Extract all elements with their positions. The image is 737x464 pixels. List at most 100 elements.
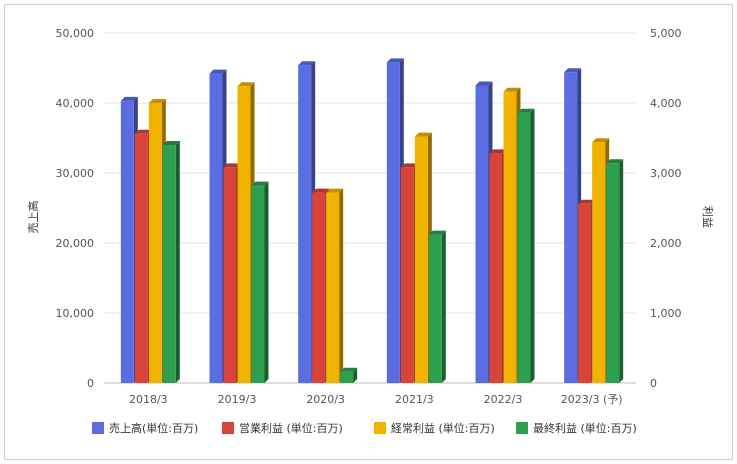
bar-top [120,96,138,101]
legend-item: 売上高(単位:百万) [92,421,198,435]
bar-top [517,108,535,113]
bar-top [312,188,330,193]
bar-top [414,132,432,137]
bar-front [414,136,428,383]
bar-top [428,230,446,235]
x-axis-ticks: 2018/3 2019/3 2020/3 2021/3 2022/3 2023/3 (予) [129,393,623,406]
bar-top [223,163,241,168]
bar-side [339,188,344,383]
bar-side [530,108,535,384]
legend: 売上高(単位:百万) 営業利益 (単位:百万) 経常利益 (単位:百万) 最終利益 (… [92,421,637,435]
bar-front [489,153,503,383]
legend-label: 営業利益 (単位:百万) [239,421,343,435]
y-tick-label: 10,000 [56,307,95,320]
y2-tick-label: 5,000 [650,27,682,40]
y2-tick-label: 0 [650,377,657,390]
x-tick-label: 2022/3 [484,393,523,406]
bar-front [162,145,176,383]
bar-top [251,181,269,186]
y2-tick-label: 1,000 [650,307,682,320]
bar-front [312,192,326,383]
legend-label: 経常利益 (単位:百万) [391,421,495,435]
y2-tick-label: 3,000 [650,167,682,180]
x-tick-label: 2021/3 [395,393,434,406]
y-tick-label: 20,000 [56,237,95,250]
bar-top [475,81,493,86]
x-tick-label: 2020/3 [306,393,345,406]
bar-top [298,61,316,66]
bar-top [564,68,582,73]
bar-side [353,367,358,383]
x-tick-label: 2019/3 [218,393,257,406]
bar-front [237,86,251,383]
x-tick-label: 2023/3 (予) [561,393,623,406]
bar-front [251,185,265,383]
bar-front [134,133,148,383]
bar [517,108,535,384]
legend-swatch [516,422,528,434]
y-axis-title: 売上高 [26,201,40,234]
bar-front [298,65,312,383]
bar-front [475,85,489,383]
bar-top [148,99,166,103]
bar [162,141,180,383]
bar-front [400,167,414,383]
legend-swatch [92,422,104,434]
y-tick-label: 50,000 [56,27,95,40]
legend-swatch [222,422,234,434]
bar-side [264,181,269,383]
y2-axis-title: 利益 [701,206,715,228]
bar-front [592,142,606,383]
bar-top [340,367,358,372]
bar-front [564,72,578,383]
bar-top [489,149,507,154]
bar-top [162,141,180,145]
legend-item: 最終利益 (単位:百万) [516,421,637,435]
bar-front [223,167,237,383]
bar [326,188,344,383]
bar-top [592,138,610,143]
bar [251,181,269,383]
bar-front [428,234,442,383]
legend-item: 経常利益 (単位:百万) [374,421,495,435]
y2-tick-label: 4,000 [650,97,682,110]
bar-side [441,230,446,383]
bar-front [606,163,620,383]
bar [340,367,358,383]
y-axis-ticks: 0 10,000 20,000 30,000 40,000 50,000 [56,27,95,390]
bar-front [326,192,340,383]
x-tick-label: 2018/3 [129,393,168,406]
bar-marks [120,58,624,384]
bar-front [209,73,223,383]
bar-top [386,58,404,63]
bar-front [578,203,592,383]
y-tick-label: 30,000 [56,167,95,180]
bar-top [606,159,624,164]
bar-side [619,159,624,383]
legend-label: 最終利益 (単位:百万) [533,421,637,435]
bar-top [326,188,344,193]
bar-top [237,82,255,87]
bar-top [400,163,418,168]
bar-front [340,371,354,383]
y-tick-label: 40,000 [56,97,95,110]
bar-front [503,91,517,384]
bar-front [148,103,162,383]
bar-side [175,141,180,383]
y2-axis-ticks: 0 1,000 2,000 3,000 4,000 5,000 [650,27,682,390]
y2-tick-label: 2,000 [650,237,682,250]
bar-front [517,112,531,384]
bar-front [386,62,400,384]
bar-top [503,87,521,92]
bar [606,159,624,383]
bar-top [578,199,596,204]
legend-label: 売上高(単位:百万) [109,421,198,435]
legend-swatch [374,422,386,434]
bar-top [209,69,227,74]
y-tick-label: 0 [87,377,94,390]
gridlines [104,32,636,384]
bar-front [120,100,134,384]
legend-item: 営業利益 (単位:百万) [222,421,343,435]
bar [428,230,446,383]
